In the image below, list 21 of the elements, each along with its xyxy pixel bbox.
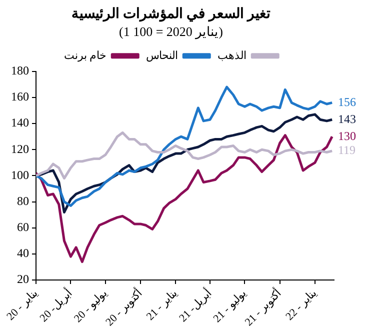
data-label: 156 bbox=[338, 94, 356, 109]
x-tick-label: يناير - 21 bbox=[144, 287, 180, 323]
data-label: 130 bbox=[338, 128, 356, 143]
legend-label: النحاس bbox=[146, 50, 178, 62]
y-tick-label: 140 bbox=[11, 116, 29, 130]
y-tick-label: 20 bbox=[17, 272, 29, 286]
y-tick-label: 60 bbox=[17, 220, 29, 234]
y-tick-label: 160 bbox=[11, 90, 29, 104]
y-tick-label: 100 bbox=[11, 168, 29, 182]
y-tick-label: 40 bbox=[17, 246, 29, 260]
data-label: 143 bbox=[338, 112, 356, 126]
chart-subtitle: (1 يناير 2020 = 100) bbox=[118, 24, 224, 40]
data-label: 119 bbox=[338, 143, 356, 158]
legend-label: الذهب bbox=[218, 50, 247, 62]
x-tick-label: يناير - 22 bbox=[284, 287, 320, 323]
x-tick-label: يناير - 20 bbox=[4, 287, 40, 323]
y-tick-label: 180 bbox=[11, 64, 29, 78]
y-tick-label: 80 bbox=[17, 194, 29, 208]
y-tick-label: 120 bbox=[11, 142, 29, 156]
chart-title: تغير السعر في المؤشرات الرئيسية bbox=[72, 7, 270, 22]
legend-label: خام برنت bbox=[64, 50, 107, 62]
